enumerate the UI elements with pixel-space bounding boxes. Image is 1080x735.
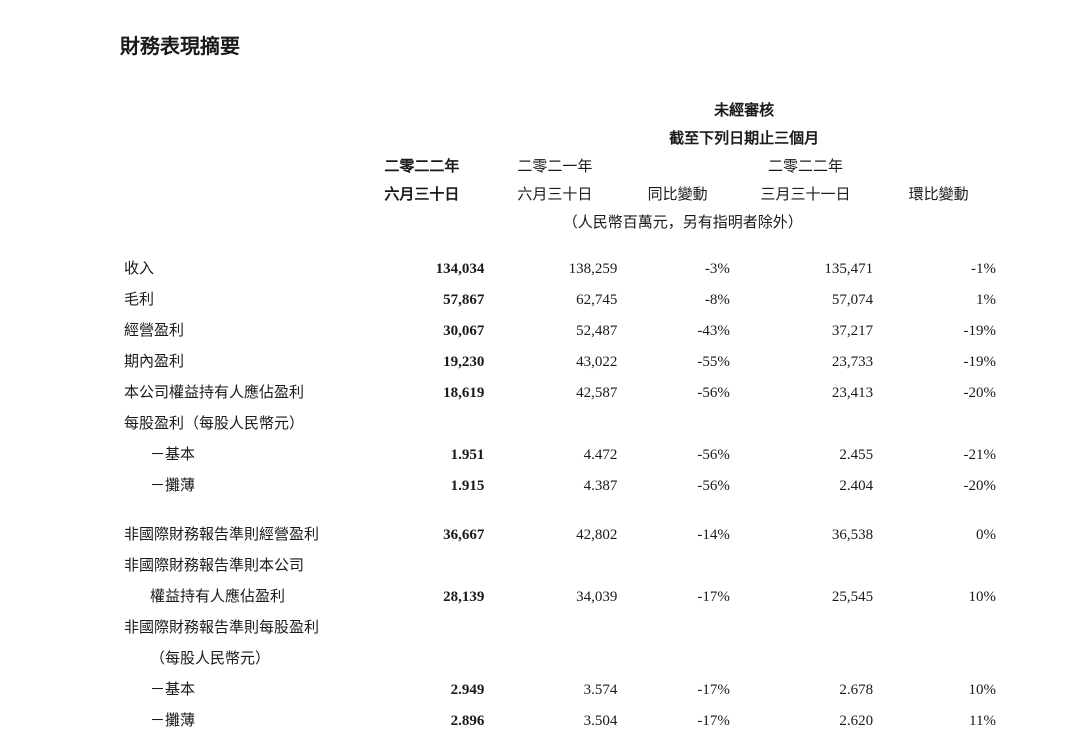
row-label: －基本	[120, 673, 355, 704]
cell: -20%	[877, 469, 1000, 500]
cell: 0%	[877, 518, 1000, 549]
period-label: 截至下列日期止三個月	[488, 122, 1000, 150]
cell: 1.915	[355, 469, 488, 500]
cell: 43,022	[488, 345, 621, 376]
page-title: 財務表現摘要	[120, 30, 1000, 59]
row-label: －攤薄	[120, 704, 355, 735]
cell: 18,619	[355, 376, 488, 407]
table-row: 非國際財務報告準則本公司	[120, 549, 1000, 580]
cell: -8%	[621, 283, 734, 314]
table-row: 每股盈利（每股人民幣元）	[120, 407, 1000, 438]
table-row: 毛利 57,867 62,745 -8% 57,074 1%	[120, 283, 1000, 314]
cell: -19%	[877, 345, 1000, 376]
col-year-2022a: 二零二二年	[355, 150, 488, 178]
row-label: 毛利	[120, 283, 355, 314]
cell: 42,587	[488, 376, 621, 407]
cell: 57,867	[355, 283, 488, 314]
cell: 42,802	[488, 518, 621, 549]
col-jun30b: 六月三十日	[488, 178, 621, 206]
cell: 10%	[877, 673, 1000, 704]
financial-summary-table: 未經審核 截至下列日期止三個月 二零二二年 二零二一年 二零二二年 六月三十日 …	[120, 94, 1000, 735]
table-row: －攤薄 1.915 4.387 -56% 2.404 -20%	[120, 469, 1000, 500]
table-row: （每股人民幣元）	[120, 642, 1000, 673]
cell: -17%	[621, 580, 734, 611]
cell: 25,545	[734, 580, 877, 611]
cell: 138,259	[488, 252, 621, 283]
cell: 135,471	[734, 252, 877, 283]
cell: 52,487	[488, 314, 621, 345]
cell: 57,074	[734, 283, 877, 314]
cell: -21%	[877, 438, 1000, 469]
table-row: 本公司權益持有人應佔盈利 18,619 42,587 -56% 23,413 -…	[120, 376, 1000, 407]
col-year-2021: 二零二一年	[488, 150, 621, 178]
col-yoy: 同比變動	[621, 178, 734, 206]
cell: 3.574	[488, 673, 621, 704]
cell: -19%	[877, 314, 1000, 345]
cell: 2.620	[734, 704, 877, 735]
row-label: 收入	[120, 252, 355, 283]
col-qoq: 環比變動	[877, 178, 1000, 206]
cell: 62,745	[488, 283, 621, 314]
cell: 34,039	[488, 580, 621, 611]
cell: 2.896	[355, 704, 488, 735]
cell: 3.504	[488, 704, 621, 735]
cell: 2.949	[355, 673, 488, 704]
row-label: 權益持有人應佔盈利	[120, 580, 355, 611]
cell: 2.404	[734, 469, 877, 500]
cell: 134,034	[355, 252, 488, 283]
currency-note: （人民幣百萬元，另有指明者除外）	[488, 206, 877, 234]
cell: 23,413	[734, 376, 877, 407]
row-label: 期內盈利	[120, 345, 355, 376]
table-row: －基本 2.949 3.574 -17% 2.678 10%	[120, 673, 1000, 704]
cell: -17%	[621, 673, 734, 704]
cell: 19,230	[355, 345, 488, 376]
cell: -56%	[621, 376, 734, 407]
row-label: 本公司權益持有人應佔盈利	[120, 376, 355, 407]
cell: -20%	[877, 376, 1000, 407]
table-row: －攤薄 2.896 3.504 -17% 2.620 11%	[120, 704, 1000, 735]
row-label: （每股人民幣元）	[120, 642, 355, 673]
row-label: 非國際財務報告準則每股盈利	[120, 611, 355, 642]
cell: 28,139	[355, 580, 488, 611]
cell: 2.678	[734, 673, 877, 704]
row-label: －攤薄	[120, 469, 355, 500]
row-label: 非國際財務報告準則本公司	[120, 549, 355, 580]
col-jun30a: 六月三十日	[355, 178, 488, 206]
cell: 37,217	[734, 314, 877, 345]
cell: 1%	[877, 283, 1000, 314]
table-row: 期內盈利 19,230 43,022 -55% 23,733 -19%	[120, 345, 1000, 376]
cell: -56%	[621, 469, 734, 500]
cell: 11%	[877, 704, 1000, 735]
row-label: 非國際財務報告準則經營盈利	[120, 518, 355, 549]
cell: 23,733	[734, 345, 877, 376]
cell: 36,667	[355, 518, 488, 549]
cell: 4.387	[488, 469, 621, 500]
col-mar31: 三月三十一日	[734, 178, 877, 206]
cell: 4.472	[488, 438, 621, 469]
cell: -17%	[621, 704, 734, 735]
cell: 30,067	[355, 314, 488, 345]
table-row: 權益持有人應佔盈利 28,139 34,039 -17% 25,545 10%	[120, 580, 1000, 611]
cell: 36,538	[734, 518, 877, 549]
cell: -55%	[621, 345, 734, 376]
unaudited-label: 未經審核	[488, 94, 1000, 122]
col-year-2022b: 二零二二年	[734, 150, 877, 178]
table-row: 非國際財務報告準則每股盈利	[120, 611, 1000, 642]
cell: 10%	[877, 580, 1000, 611]
cell: -1%	[877, 252, 1000, 283]
cell: 2.455	[734, 438, 877, 469]
table-row: 非國際財務報告準則經營盈利 36,667 42,802 -14% 36,538 …	[120, 518, 1000, 549]
cell: 1.951	[355, 438, 488, 469]
table-row: －基本 1.951 4.472 -56% 2.455 -21%	[120, 438, 1000, 469]
table-row: 收入 134,034 138,259 -3% 135,471 -1%	[120, 252, 1000, 283]
table-row: 經營盈利 30,067 52,487 -43% 37,217 -19%	[120, 314, 1000, 345]
cell: -14%	[621, 518, 734, 549]
row-label: －基本	[120, 438, 355, 469]
cell: -56%	[621, 438, 734, 469]
row-label: 每股盈利（每股人民幣元）	[120, 407, 355, 438]
row-label: 經營盈利	[120, 314, 355, 345]
cell: -3%	[621, 252, 734, 283]
cell: -43%	[621, 314, 734, 345]
